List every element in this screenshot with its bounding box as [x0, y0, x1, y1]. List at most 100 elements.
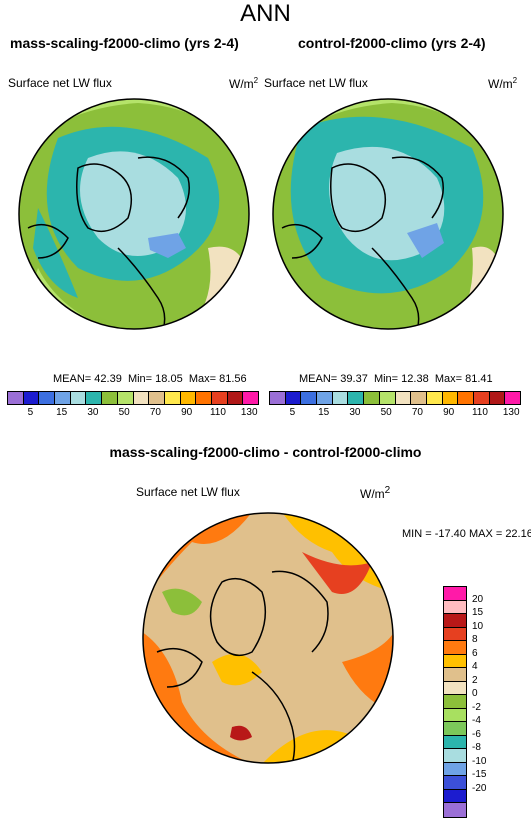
- left-polar-map: [18, 98, 250, 330]
- colorbar-swatch: [444, 668, 466, 682]
- colorbar-swatch: [444, 614, 466, 628]
- colorbar-tick-label: 8: [472, 634, 478, 645]
- colorbar-tick-label: -15: [472, 769, 487, 780]
- colorbar-swatch: [102, 392, 118, 404]
- difference-minmax: MIN = -17.40 MAX = 22.16: [402, 528, 531, 540]
- difference-title: mass-scaling-f2000-climo - control-f2000…: [109, 444, 422, 460]
- colorbar-tick-label: -20: [472, 782, 487, 794]
- left-units-label: W/m2: [229, 76, 259, 91]
- colorbar-swatch: [442, 392, 459, 404]
- colorbar-swatch: [444, 641, 466, 655]
- colorbar-tick-label: 15: [472, 607, 484, 618]
- colorbar-swatch: [444, 789, 466, 803]
- colorbar-tick-label: 30: [87, 407, 99, 418]
- colorbar-tick-label: 0: [472, 688, 478, 699]
- colorbar-swatch: [227, 392, 244, 404]
- colorbar-tick-label: -2: [472, 701, 481, 713]
- right-stats: MEAN= 39.37 Min= 12.38 Max= 81.41: [299, 373, 493, 385]
- colorbar-swatch: [332, 392, 349, 404]
- colorbar-tick-label: -10: [472, 755, 487, 767]
- colorbar-tick-label: -6: [472, 728, 481, 740]
- colorbar-tick-label: 130: [502, 407, 520, 418]
- colorbar-swatch: [444, 681, 466, 695]
- colorbar-swatch: [426, 392, 443, 404]
- colorbar-tick-label: 90: [181, 407, 193, 418]
- colorbar-swatch: [211, 392, 228, 404]
- colorbar-tick-label: 110: [471, 407, 488, 418]
- page-title: ANN: [240, 0, 291, 27]
- colorbar-tick-label: 2: [472, 674, 478, 686]
- colorbar-tick-label: 50: [118, 407, 130, 418]
- colorbar-swatch: [317, 392, 333, 404]
- colorbar-swatch: [444, 722, 466, 736]
- right-polar-map: [272, 98, 504, 330]
- colorbar-swatch: [411, 392, 427, 404]
- colorbar-swatch: [444, 708, 466, 722]
- colorbar-swatch: [444, 695, 466, 709]
- colorbar-swatch: [301, 392, 318, 404]
- colorbar-swatch: [444, 627, 466, 641]
- right-variable-label: Surface net LW flux: [264, 76, 368, 90]
- colorbar-swatch: [444, 803, 466, 817]
- colorbar-swatch: [8, 392, 24, 404]
- colorbar-swatch: [70, 392, 87, 404]
- difference-units-label: W/m2: [360, 485, 391, 501]
- colorbar-swatch: [458, 392, 474, 404]
- colorbar-tick-label: 6: [472, 647, 478, 659]
- colorbar-swatch: [505, 392, 520, 404]
- left-stats: MEAN= 42.39 Min= 18.05 Max= 81.56: [53, 373, 247, 385]
- difference-polar-map: [142, 512, 394, 764]
- colorbar-swatch: [348, 392, 365, 404]
- colorbar-swatch: [23, 392, 40, 404]
- colorbar-swatch: [39, 392, 56, 404]
- difference-colorbar: [443, 586, 467, 818]
- left-colorbar-ticks: 5 15 30 50 70 90 110 130: [7, 407, 259, 421]
- colorbar-swatch: [444, 587, 466, 601]
- left-colorbar: [7, 391, 259, 405]
- colorbar-swatch: [489, 392, 506, 404]
- colorbar-tick-label: 110: [209, 407, 226, 418]
- colorbar-tick-label: 4: [472, 661, 478, 672]
- colorbar-swatch: [117, 392, 134, 404]
- colorbar-swatch: [86, 392, 103, 404]
- right-colorbar-ticks: 5 15 30 50 70 90 110 130: [269, 407, 521, 421]
- colorbar-swatch: [444, 762, 466, 776]
- colorbar-swatch: [473, 392, 490, 404]
- colorbar-tick-label: 20: [472, 593, 484, 605]
- colorbar-tick-label: 50: [380, 407, 392, 418]
- colorbar-swatch: [196, 392, 212, 404]
- colorbar-tick-label: 15: [318, 407, 330, 418]
- colorbar-tick-label: 70: [149, 407, 161, 418]
- colorbar-tick-label: 30: [349, 407, 361, 418]
- colorbar-tick-label: 5: [27, 407, 34, 418]
- right-units-label: W/m2: [488, 76, 518, 91]
- colorbar-swatch: [364, 392, 380, 404]
- colorbar-swatch: [444, 654, 466, 668]
- colorbar-swatch: [149, 392, 165, 404]
- colorbar-tick-label: -8: [472, 742, 481, 753]
- colorbar-tick-label: 15: [56, 407, 68, 418]
- left-variable-label: Surface net LW flux: [8, 76, 112, 90]
- colorbar-swatch: [133, 392, 150, 404]
- colorbar-tick-label: 130: [240, 407, 258, 418]
- colorbar-swatch: [444, 600, 466, 614]
- left-panel-title: mass-scaling-f2000-climo (yrs 2-4): [10, 35, 239, 51]
- colorbar-tick-label: 90: [443, 407, 455, 418]
- colorbar-swatch: [379, 392, 396, 404]
- colorbar-swatch: [285, 392, 302, 404]
- colorbar-swatch: [180, 392, 197, 404]
- colorbar-tick-label: 10: [472, 620, 484, 632]
- colorbar-swatch: [444, 749, 466, 763]
- colorbar-swatch: [243, 392, 258, 404]
- right-panel-title: control-f2000-climo (yrs 2-4): [298, 35, 486, 51]
- colorbar-swatch: [270, 392, 286, 404]
- right-colorbar: [269, 391, 521, 405]
- colorbar-swatch: [395, 392, 412, 404]
- difference-variable-label: Surface net LW flux: [136, 485, 240, 499]
- colorbar-swatch: [164, 392, 181, 404]
- colorbar-swatch: [444, 776, 466, 790]
- colorbar-tick-label: 5: [289, 407, 296, 418]
- colorbar-tick-label: 70: [411, 407, 423, 418]
- colorbar-tick-label: -4: [472, 715, 481, 726]
- colorbar-swatch: [444, 735, 466, 749]
